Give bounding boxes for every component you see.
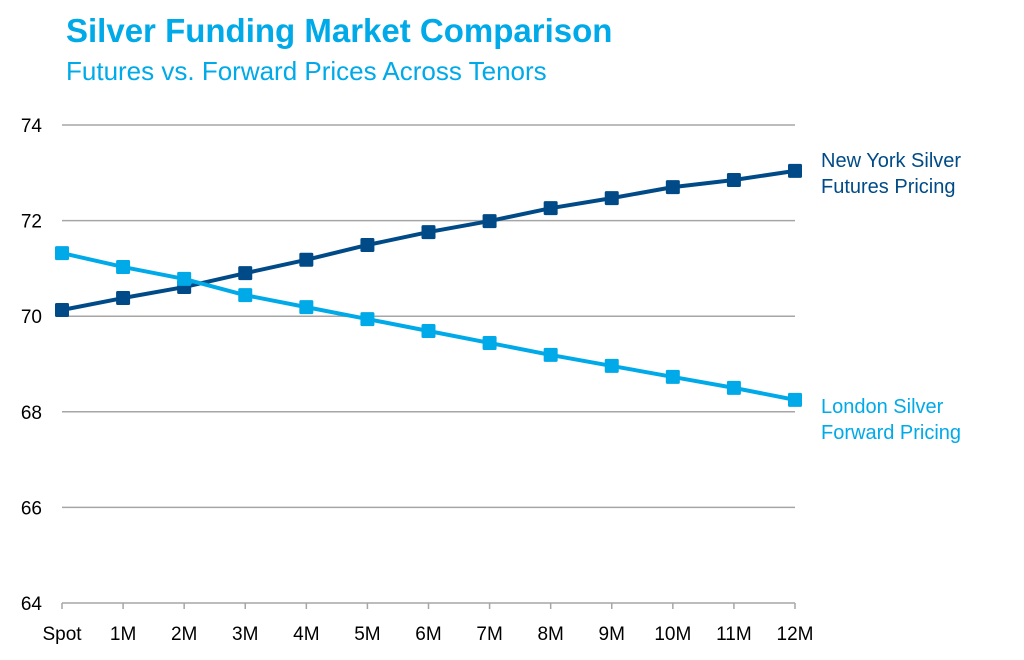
- data-point: [299, 252, 314, 267]
- x-tick-label: 5M: [354, 624, 380, 645]
- data-point: [238, 288, 253, 303]
- data-point: [726, 380, 741, 395]
- data-point: [299, 300, 314, 315]
- x-tick-label: 1M: [110, 624, 136, 645]
- data-point: [788, 392, 802, 407]
- data-point: [421, 225, 436, 240]
- data-point: [543, 201, 558, 216]
- y-tick-label: 72: [21, 212, 42, 233]
- chart-subtitle: Futures vs. Forward Prices Across Tenors: [66, 56, 547, 86]
- data-point: [482, 214, 497, 229]
- x-tick-label: 7M: [476, 624, 502, 645]
- chart-title: Silver Funding Market Comparison: [66, 12, 613, 49]
- series-label: Forward Pricing: [821, 422, 961, 444]
- data-point: [788, 163, 802, 178]
- data-point: [543, 347, 558, 362]
- data-point: [604, 191, 619, 206]
- data-point: [116, 259, 131, 274]
- data-point: [116, 291, 131, 306]
- x-tick-label: 6M: [415, 624, 441, 645]
- data-point: [177, 271, 192, 286]
- x-tick-label: 4M: [293, 624, 319, 645]
- data-point: [482, 335, 497, 350]
- y-tick-label: 74: [21, 116, 43, 137]
- x-tick-label: 10M: [654, 624, 691, 645]
- data-point: [665, 369, 680, 384]
- x-tick-label: 2M: [171, 624, 197, 645]
- y-tick-label: 68: [21, 403, 42, 424]
- x-tick-label: 3M: [232, 624, 258, 645]
- x-tick-label: Spot: [42, 624, 82, 645]
- series-label: London Silver: [821, 396, 944, 418]
- data-point: [238, 266, 253, 281]
- data-point: [55, 246, 69, 261]
- x-tick-label: 11M: [716, 624, 752, 645]
- data-point: [604, 358, 619, 373]
- series-line: [61, 168, 796, 312]
- data-point: [665, 180, 680, 195]
- series-label: Futures Pricing: [821, 176, 956, 198]
- data-point: [360, 237, 375, 252]
- x-tick-label: 12M: [777, 624, 814, 645]
- y-tick-label: 64: [21, 594, 43, 615]
- y-tick-label: 66: [21, 498, 42, 519]
- data-point: [421, 324, 436, 339]
- data-point: [360, 312, 375, 327]
- data-point: [55, 302, 69, 317]
- data-point: [726, 172, 741, 187]
- x-tick-label: 8M: [537, 624, 563, 645]
- x-tick-label: 9M: [599, 624, 625, 645]
- series-label: New York Silver: [821, 150, 961, 172]
- y-tick-label: 70: [21, 307, 42, 328]
